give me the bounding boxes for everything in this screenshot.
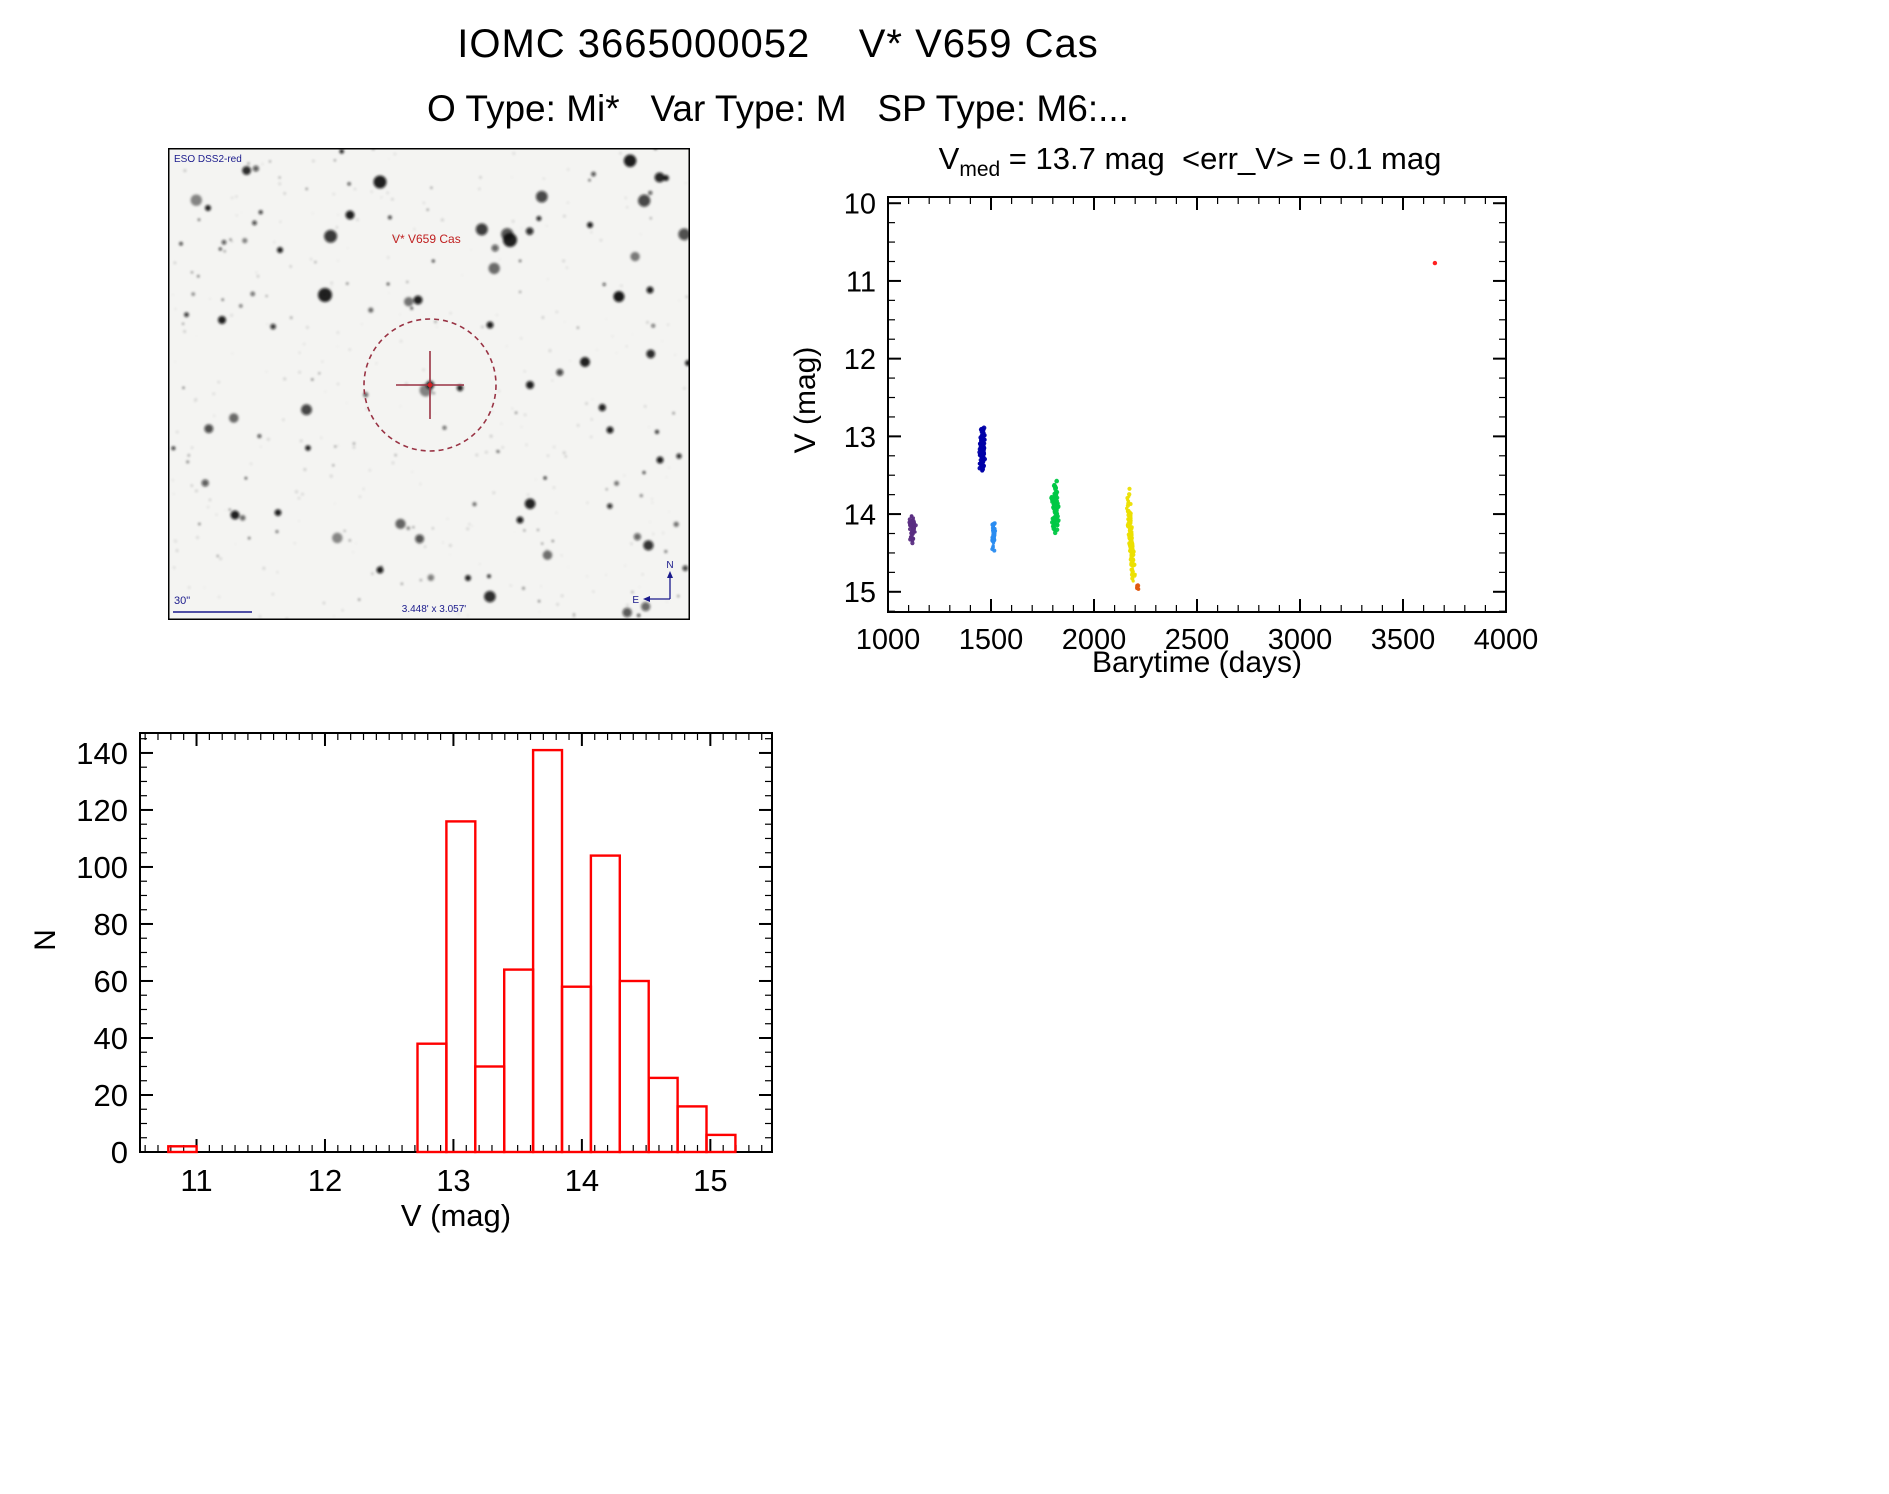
compass — [643, 571, 673, 602]
svg-text:13: 13 — [436, 1163, 470, 1198]
finding-chart-annotations: ESO DSS2-red V* V659 Cas 30" 3.448' x 3.… — [173, 154, 674, 615]
svg-text:14: 14 — [844, 500, 876, 532]
star-field — [171, 148, 690, 620]
finding-chart-frame — [168, 148, 690, 620]
compass-east-arrowhead — [643, 596, 650, 602]
series-epoch-3 — [990, 521, 998, 553]
svg-text:11: 11 — [846, 266, 876, 298]
svg-text:140: 140 — [76, 736, 128, 771]
svg-text:12: 12 — [308, 1163, 342, 1198]
svg-text:13: 13 — [844, 422, 876, 454]
histogram-y-axis-label: N — [29, 929, 62, 951]
histogram-axes: 11 12 13 14 15 0 20 40 60 80 100 120 140 — [76, 732, 773, 1198]
compass-north-label: N — [666, 560, 673, 571]
svg-text:12: 12 — [844, 344, 876, 376]
histogram-x-axis-label: V (mag) — [400, 1198, 512, 1233]
lightcurve-title-rest: = 13.7 mag <err_V> = 0.1 mag — [1000, 141, 1442, 176]
lightcurve-x-axis-label: Barytime (days) — [1091, 646, 1303, 679]
target-marker — [363, 318, 497, 452]
target-circle — [363, 318, 497, 452]
light-curve-points — [907, 260, 1438, 591]
series-epoch-5-faint-end — [1135, 583, 1141, 591]
series-epoch-5 — [1125, 486, 1137, 583]
svg-text:15: 15 — [844, 577, 876, 609]
series-epoch-4 — [1049, 478, 1061, 536]
page-subtitle: O Type: Mi* Var Type: M SP Type: M6:... — [427, 88, 1129, 129]
histogram-bars — [167, 748, 737, 1154]
lightcurve-y-axis-label: V (mag) — [789, 346, 822, 454]
target-label: V* V659 Cas — [392, 232, 461, 246]
lightcurve-title-base: V — [938, 141, 960, 176]
finding-chart: ESO DSS2-red V* V659 Cas 30" 3.448' x 3.… — [168, 148, 690, 620]
page-title: IOMC 3665000052 V* V659 Cas — [457, 22, 1099, 66]
lightcurve-title-subscript: med — [959, 158, 1001, 182]
svg-text:14: 14 — [565, 1163, 599, 1198]
svg-text:120: 120 — [76, 793, 128, 828]
svg-text:20: 20 — [94, 1078, 128, 1113]
survey-label: ESO DSS2-red — [174, 154, 242, 165]
svg-text:11: 11 — [180, 1163, 212, 1198]
svg-text:0: 0 — [111, 1135, 128, 1170]
target-dot — [427, 382, 433, 388]
compass-north-arrowhead — [667, 571, 673, 578]
compass-east-label: E — [632, 595, 639, 606]
svg-text:10: 10 — [844, 189, 876, 221]
svg-text:100: 100 — [76, 850, 128, 885]
series-epoch-2 — [977, 425, 987, 473]
svg-text:60: 60 — [94, 964, 128, 999]
series-epoch-1 — [907, 514, 918, 546]
fov-label: 3.448' x 3.057' — [402, 604, 467, 615]
svg-text:15: 15 — [693, 1163, 727, 1198]
svg-text:40: 40 — [94, 1021, 128, 1056]
scale-label: 30" — [174, 595, 190, 607]
lightcurve-title: Vmed = 13.7 mag <err_V> = 0.1 mag — [860, 141, 1520, 182]
svg-text:80: 80 — [94, 907, 128, 942]
series-outlier — [1432, 260, 1438, 266]
